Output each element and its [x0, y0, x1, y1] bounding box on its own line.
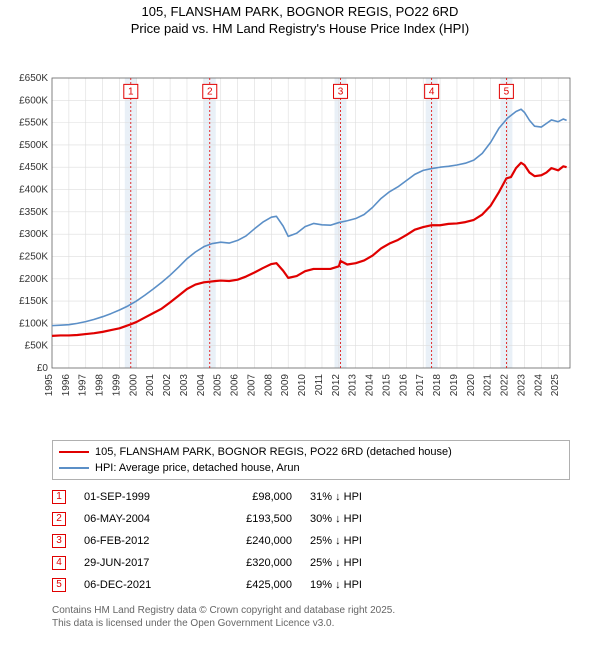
svg-text:2005: 2005 [213, 373, 224, 396]
transaction-row: 5 06-DEC-2021 £425,000 19% ↓ HPI [52, 574, 570, 596]
tx-date: 06-DEC-2021 [84, 579, 194, 591]
svg-text:£50K: £50K [25, 340, 49, 351]
svg-text:1995: 1995 [44, 373, 55, 396]
tx-diff: 19% ↓ HPI [310, 579, 410, 591]
tx-date: 06-MAY-2004 [84, 513, 194, 525]
tx-marker: 5 [52, 578, 66, 592]
svg-text:1: 1 [128, 86, 134, 97]
transaction-row: 4 29-JUN-2017 £320,000 25% ↓ HPI [52, 552, 570, 574]
svg-text:2011: 2011 [314, 373, 325, 395]
svg-text:2021: 2021 [483, 373, 494, 396]
svg-text:2022: 2022 [500, 373, 511, 396]
transaction-row: 2 06-MAY-2004 £193,500 30% ↓ HPI [52, 508, 570, 530]
svg-text:£400K: £400K [19, 184, 48, 195]
legend-item: HPI: Average price, detached house, Arun [59, 460, 563, 476]
legend-swatch [59, 451, 89, 453]
tx-marker: 4 [52, 556, 66, 570]
chart-area: £0 £50K £100K £150K £200K £250K £300K £350K £400… [0, 38, 600, 438]
footer-line1: Contains HM Land Registry data © Crown c… [52, 604, 570, 617]
svg-text:2019: 2019 [449, 373, 460, 396]
svg-text:2016: 2016 [398, 373, 409, 396]
legend-item: 105, FLANSHAM PARK, BOGNOR REGIS, PO22 6… [59, 444, 563, 460]
svg-text:2018: 2018 [432, 373, 443, 396]
svg-text:£600K: £600K [19, 95, 48, 106]
svg-text:5: 5 [504, 86, 510, 97]
tx-date: 06-FEB-2012 [84, 535, 194, 547]
svg-text:1996: 1996 [61, 373, 72, 396]
tx-marker: 1 [52, 490, 66, 504]
tx-date: 29-JUN-2017 [84, 557, 194, 569]
svg-text:£250K: £250K [19, 251, 48, 262]
svg-text:2015: 2015 [381, 373, 392, 396]
svg-text:2004: 2004 [196, 373, 207, 396]
svg-text:£200K: £200K [19, 274, 48, 285]
svg-text:2014: 2014 [365, 373, 376, 396]
svg-text:£450K: £450K [19, 162, 48, 173]
legend-label: HPI: Average price, detached house, Arun [95, 462, 300, 474]
svg-text:2002: 2002 [162, 373, 173, 396]
svg-text:2012: 2012 [331, 373, 342, 396]
footer-line2: This data is licensed under the Open Gov… [52, 617, 570, 630]
tx-price: £98,000 [212, 491, 292, 503]
svg-text:2017: 2017 [415, 373, 426, 396]
svg-text:£100K: £100K [19, 318, 48, 329]
legend-label: 105, FLANSHAM PARK, BOGNOR REGIS, PO22 6… [95, 446, 452, 458]
tx-diff: 25% ↓ HPI [310, 557, 410, 569]
tx-date: 01-SEP-1999 [84, 491, 194, 503]
title-line1: 105, FLANSHAM PARK, BOGNOR REGIS, PO22 6… [0, 4, 600, 21]
svg-text:£650K: £650K [19, 73, 48, 84]
tx-price: £425,000 [212, 579, 292, 591]
svg-text:£350K: £350K [19, 207, 48, 218]
legend: 105, FLANSHAM PARK, BOGNOR REGIS, PO22 6… [52, 440, 570, 480]
footer: Contains HM Land Registry data © Crown c… [52, 604, 570, 630]
svg-text:1999: 1999 [111, 373, 122, 396]
transaction-row: 1 01-SEP-1999 £98,000 31% ↓ HPI [52, 486, 570, 508]
svg-text:2001: 2001 [145, 373, 156, 396]
tx-price: £240,000 [212, 535, 292, 547]
tx-diff: 31% ↓ HPI [310, 491, 410, 503]
svg-text:3: 3 [338, 86, 344, 97]
svg-text:2024: 2024 [533, 373, 544, 396]
svg-text:2013: 2013 [348, 373, 359, 396]
svg-text:1997: 1997 [78, 373, 89, 396]
svg-text:2023: 2023 [516, 373, 527, 396]
svg-text:£300K: £300K [19, 229, 48, 240]
svg-text:2: 2 [207, 86, 213, 97]
tx-price: £320,000 [212, 557, 292, 569]
price-chart-svg: £0 £50K £100K £150K £200K £250K £300K £350K £400… [0, 38, 600, 438]
svg-text:2006: 2006 [230, 373, 241, 396]
svg-text:4: 4 [429, 86, 435, 97]
chart-title: 105, FLANSHAM PARK, BOGNOR REGIS, PO22 6… [0, 0, 600, 38]
tx-marker: 2 [52, 512, 66, 526]
svg-text:£150K: £150K [19, 296, 48, 307]
svg-text:2020: 2020 [466, 373, 477, 396]
svg-text:£550K: £550K [19, 117, 48, 128]
tx-diff: 25% ↓ HPI [310, 535, 410, 547]
svg-text:2000: 2000 [128, 373, 139, 396]
title-line2: Price paid vs. HM Land Registry's House … [0, 21, 600, 38]
tx-marker: 3 [52, 534, 66, 548]
svg-text:2008: 2008 [263, 373, 274, 396]
transaction-row: 3 06-FEB-2012 £240,000 25% ↓ HPI [52, 530, 570, 552]
svg-text:2009: 2009 [280, 373, 291, 396]
svg-text:2025: 2025 [550, 373, 561, 396]
svg-text:2007: 2007 [246, 373, 257, 396]
svg-text:2003: 2003 [179, 373, 190, 396]
svg-text:£500K: £500K [19, 140, 48, 151]
transaction-table: 1 01-SEP-1999 £98,000 31% ↓ HPI 2 06-MAY-2004… [52, 486, 570, 596]
svg-text:2010: 2010 [297, 373, 308, 396]
tx-price: £193,500 [212, 513, 292, 525]
tx-diff: 30% ↓ HPI [310, 513, 410, 525]
svg-text:£0: £0 [37, 363, 49, 374]
legend-swatch [59, 467, 89, 469]
svg-text:1998: 1998 [95, 373, 106, 396]
